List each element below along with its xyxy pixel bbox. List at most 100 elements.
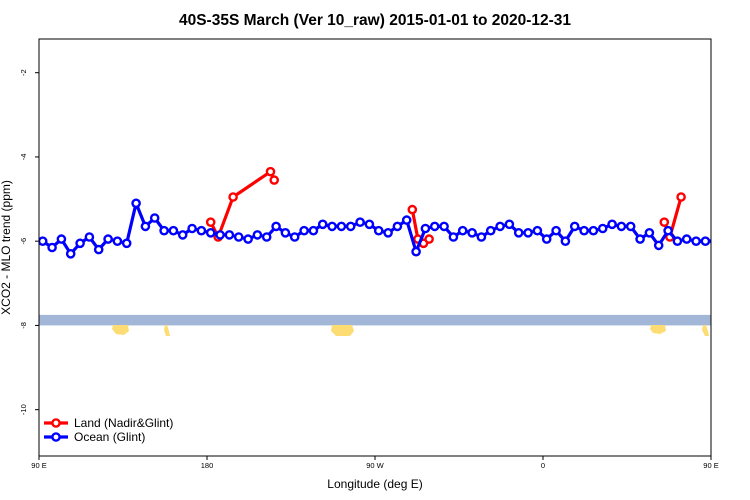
data-point <box>228 192 238 202</box>
data-point <box>407 204 418 215</box>
y-axis-label: XCO2 - MLO trend (ppm) <box>0 180 13 315</box>
data-point <box>429 221 440 232</box>
data-point <box>424 234 434 244</box>
data-point <box>504 219 515 230</box>
y-tick-label: -4 <box>19 154 28 161</box>
data-point <box>616 221 627 232</box>
data-point <box>663 225 673 236</box>
data-point <box>205 227 216 238</box>
data-point <box>457 225 468 236</box>
data-point <box>691 236 701 246</box>
data-point <box>532 225 543 236</box>
data-point <box>700 236 711 246</box>
data-point <box>140 221 151 232</box>
y-tick-label: -8 <box>19 322 28 329</box>
data-point <box>317 219 328 230</box>
data-point <box>579 225 589 236</box>
x-tick-label: 90 W <box>366 461 384 470</box>
data-point <box>485 225 496 236</box>
data-point <box>131 198 141 209</box>
data-point <box>551 225 561 236</box>
data-point <box>252 230 263 240</box>
axes: 90 E 180 90 W 0 90 E -2 -4 -6 -8 -10 <box>19 69 719 470</box>
legend-label: Land (Nadir&Glint) <box>74 416 173 430</box>
data-point <box>569 221 580 232</box>
data-point <box>373 225 384 236</box>
data-point <box>75 238 85 249</box>
data-point <box>597 223 608 234</box>
data-point <box>635 234 645 244</box>
data-point <box>289 232 300 242</box>
data-point <box>149 213 160 223</box>
legend-swatch-marker <box>51 432 61 442</box>
legend: Land (Nadir&Glint)Ocean (Glint) <box>44 416 173 444</box>
data-point <box>280 227 291 238</box>
data-point <box>739 250 746 257</box>
data-point <box>205 217 216 227</box>
data-point <box>187 223 197 234</box>
land-patch-4 <box>702 325 709 336</box>
data-point <box>709 238 711 245</box>
data-point <box>625 221 636 232</box>
data-point <box>476 232 487 242</box>
data-point <box>271 221 281 232</box>
legend-swatch-marker <box>51 418 61 428</box>
data-point <box>269 175 280 185</box>
y-tick-label: -2 <box>19 69 28 76</box>
data-point <box>233 232 244 242</box>
land-patch-3 <box>650 325 666 334</box>
data-point <box>523 227 533 238</box>
data-point <box>541 234 552 244</box>
y-tick-label: -10 <box>19 404 28 415</box>
data-point <box>653 240 664 251</box>
data-point <box>159 225 169 236</box>
data-point <box>84 232 95 242</box>
data-point <box>420 223 431 234</box>
data-point <box>261 232 272 242</box>
data-point <box>467 227 477 238</box>
data-point <box>681 234 692 244</box>
land-patch-1 <box>164 325 170 336</box>
series-layer <box>39 166 746 259</box>
map-strip <box>39 314 711 336</box>
data-point <box>721 242 728 249</box>
x-axis-label: Longitude (deg E) <box>327 477 422 491</box>
land-patch-2 <box>331 325 354 336</box>
data-point <box>327 221 337 232</box>
data-point <box>607 219 617 230</box>
x-tick-label: 90 E <box>31 461 46 470</box>
data-point <box>411 246 421 257</box>
data-point <box>65 248 76 259</box>
x-tick-label: 180 <box>201 461 214 470</box>
data-point <box>439 221 449 232</box>
data-point <box>56 234 67 244</box>
x-tick-label: 90 E <box>703 461 718 470</box>
data-point <box>93 244 104 255</box>
data-point <box>196 225 207 236</box>
data-point <box>168 225 179 236</box>
legend-label: Ocean (Glint) <box>74 430 145 444</box>
data-point <box>676 192 686 202</box>
data-point <box>112 236 123 246</box>
data-point <box>224 230 235 240</box>
data-point <box>299 225 309 236</box>
land-patch-0 <box>112 325 129 335</box>
data-point <box>243 234 253 244</box>
data-point <box>392 221 403 232</box>
data-point <box>659 217 670 227</box>
data-point <box>177 230 188 240</box>
data-point <box>495 221 505 232</box>
data-point <box>265 166 276 177</box>
ocean-band <box>39 314 711 326</box>
series-line-segment <box>209 170 276 239</box>
data-point <box>560 236 571 246</box>
data-point <box>47 242 57 253</box>
data-point <box>215 230 225 240</box>
data-point <box>513 227 524 238</box>
data-point <box>308 225 319 236</box>
data-point <box>336 221 347 232</box>
data-point <box>401 215 412 225</box>
data-point <box>730 236 737 243</box>
plot-frame <box>38 38 712 457</box>
